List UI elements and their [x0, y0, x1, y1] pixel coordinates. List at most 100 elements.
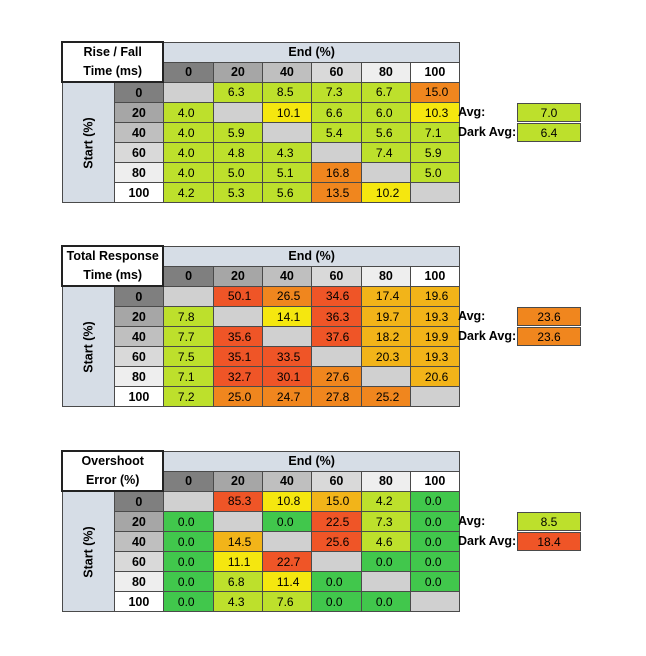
column-header-20: 20: [212, 265, 263, 287]
data-cell: 27.6: [310, 366, 362, 387]
table-row: 40 7.7 35.6 37.6 18.2 19.9: [62, 326, 460, 347]
table-row: 40 4.0 5.9 5.4 5.6 7.1: [62, 122, 460, 143]
data-cell: 11.1: [212, 551, 263, 572]
data-cell: 7.5: [162, 346, 214, 367]
row-header-20: 20: [113, 511, 164, 532]
column-header-100: 100: [409, 265, 460, 287]
data-cell: [261, 531, 312, 552]
data-cell: 19.9: [409, 326, 460, 347]
data-cell: 0.0: [162, 571, 214, 592]
data-cell: 5.0: [409, 162, 460, 183]
table-row: Start (%) 0 6.3 8.5 7.3 6.7 15.0: [61, 81, 460, 203]
column-header-20: 20: [212, 470, 263, 492]
data-cell: 4.6: [360, 531, 411, 552]
table-row: 20 7.8 14.1 36.3 19.7 19.3: [62, 306, 460, 327]
data-cell: 18.2: [360, 326, 411, 347]
table-section: Rise / Fall Time (ms) End (%) 0 20 40 60 80 100 S…: [60, 41, 460, 203]
dark-avg-label: Dark Avg:: [458, 534, 517, 548]
data-cell: 5.9: [212, 122, 263, 143]
table-title-line1: Overshoot: [81, 454, 144, 468]
data-cell: 5.9: [409, 142, 460, 163]
table-row: Start (%) 0 50.1 26.5 34.6 17.4 19.6: [61, 285, 460, 407]
data-cell: [162, 490, 214, 512]
column-header-80: 80: [360, 61, 411, 83]
table-section: Overshoot Error (%) End (%) 0 20 40 60 80 100 Sta…: [60, 450, 460, 612]
row-header-80: 80: [113, 571, 164, 592]
row-header-80: 80: [113, 162, 164, 183]
data-cell: 26.5: [261, 285, 312, 307]
data-cell: 5.3: [212, 182, 263, 203]
data-cell: 4.3: [212, 591, 263, 612]
data-cell: 5.1: [261, 162, 312, 183]
data-cell: 0.0: [162, 591, 214, 612]
table-title: Rise / Fall Time (ms): [60, 41, 165, 83]
column-header-60: 60: [310, 265, 362, 287]
start-axis-label: Start (%): [61, 81, 115, 203]
data-cell: 0.0: [162, 511, 214, 532]
table-title-line2: Time (ms): [83, 64, 143, 78]
data-cell: 0.0: [409, 511, 460, 532]
row-header-40: 40: [113, 326, 164, 347]
column-header-40: 40: [261, 61, 312, 83]
data-cell: 4.3: [261, 142, 312, 163]
row-header-20: 20: [113, 102, 164, 123]
data-cell: 4.2: [360, 490, 411, 512]
data-cell: 0.0: [162, 551, 214, 572]
data-cell: 20.6: [409, 366, 460, 387]
avg-label: Avg:: [458, 105, 486, 119]
data-cell: 32.7: [212, 366, 263, 387]
data-cell: 7.3: [310, 81, 362, 103]
data-cell: 6.7: [360, 81, 411, 103]
data-cell: 5.6: [360, 122, 411, 143]
heatmap-table: Rise / Fall Time (ms) End (%) 0 20 40 60 80 100 S…: [60, 41, 460, 203]
data-cell: 7.6: [261, 591, 312, 612]
data-cell: [360, 162, 411, 183]
table-row: 60 7.5 35.1 33.5 20.3 19.3: [62, 346, 460, 367]
heatmap-table: Total Response Time (ms) End (%) 0 20 40 60 80 1…: [60, 245, 460, 407]
data-cell: 7.1: [409, 122, 460, 143]
start-axis-label: Start (%): [61, 490, 115, 612]
data-cell: 19.6: [409, 285, 460, 307]
row-header-40: 40: [113, 531, 164, 552]
data-cell: [261, 326, 312, 347]
row-header-0: 0: [113, 490, 164, 512]
start-axis-label: Start (%): [61, 285, 115, 407]
table-title-line1: Total Response: [66, 249, 159, 263]
column-header-60: 60: [310, 61, 362, 83]
header-row: Total Response Time (ms) End (%): [60, 245, 460, 287]
data-cell: [360, 366, 411, 387]
row-header-100: 100: [113, 591, 164, 612]
data-cell: 34.6: [310, 285, 362, 307]
column-header-100: 100: [409, 61, 460, 83]
data-cell: 8.5: [261, 81, 312, 103]
data-cell: 4.0: [162, 162, 214, 183]
data-cell: 0.0: [310, 591, 362, 612]
data-cell: 16.8: [310, 162, 362, 183]
heatmap-table: Overshoot Error (%) End (%) 0 20 40 60 80 100 Sta…: [60, 450, 460, 612]
table-row: 80 0.0 6.8 11.4 0.0 0.0: [62, 571, 460, 592]
data-cell: 0.0: [409, 571, 460, 592]
data-cell: 15.0: [409, 81, 460, 103]
data-cell: [212, 306, 263, 327]
start-axis-text: Start (%): [81, 116, 96, 169]
row-header-60: 60: [113, 346, 164, 367]
data-cell: 25.6: [310, 531, 362, 552]
data-cell: [409, 591, 460, 612]
column-header-100: 100: [409, 470, 460, 492]
column-header-row: 0 20 40 60 80 100: [62, 61, 460, 83]
data-cell: [162, 285, 214, 307]
data-cell: 25.2: [360, 386, 411, 407]
data-cell: [212, 102, 263, 123]
data-cell: 85.3: [212, 490, 263, 512]
data-cell: 33.5: [261, 346, 312, 367]
table-row: 80 4.0 5.0 5.1 16.8 5.0: [62, 162, 460, 183]
data-cell: 5.0: [212, 162, 263, 183]
table-row: 100 4.2 5.3 5.6 13.5 10.2: [62, 182, 460, 203]
data-cell: 10.8: [261, 490, 312, 512]
table-row: 60 4.0 4.8 4.3 7.4 5.9: [62, 142, 460, 163]
column-header-80: 80: [360, 265, 411, 287]
table-row: 100 7.2 25.0 24.7 27.8 25.2: [62, 386, 460, 407]
data-cell: 0.0: [162, 531, 214, 552]
avg-value: 8.5: [517, 512, 581, 531]
